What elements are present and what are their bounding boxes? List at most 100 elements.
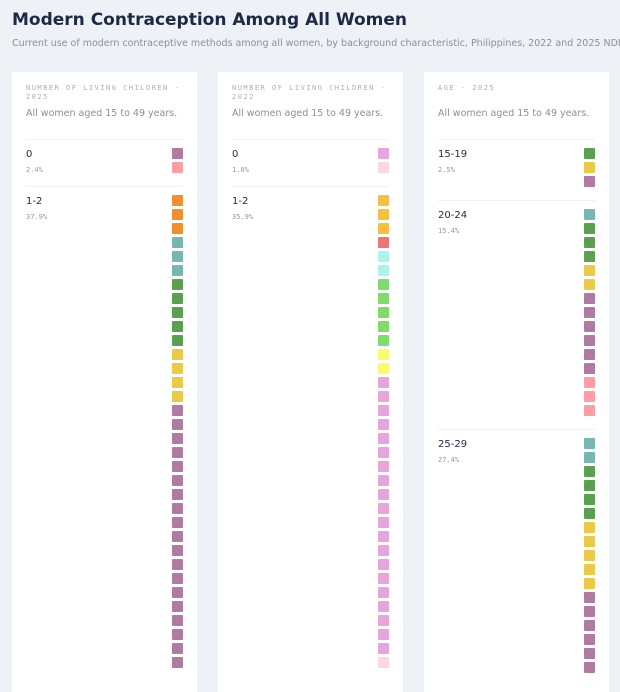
square <box>172 209 183 220</box>
card-subtitle: All women aged 15 to 49 years. <box>232 108 384 119</box>
square <box>172 307 183 318</box>
square <box>378 265 389 276</box>
square <box>172 377 183 388</box>
group-info: 25-29 27.4% <box>438 438 467 676</box>
card-subtitle: All women aged 15 to 49 years. <box>26 108 178 119</box>
square <box>172 559 183 570</box>
square <box>172 251 183 262</box>
square <box>378 447 389 458</box>
square <box>378 223 389 234</box>
square-column <box>584 148 595 190</box>
square <box>584 223 595 234</box>
square-column <box>172 195 183 671</box>
square <box>584 592 595 603</box>
square <box>172 461 183 472</box>
square <box>378 489 389 500</box>
square <box>584 251 595 262</box>
group-info: 0 1.8% <box>232 148 249 176</box>
square <box>584 662 595 673</box>
square-column <box>378 148 389 176</box>
square <box>172 573 183 584</box>
square <box>584 648 595 659</box>
square <box>172 148 183 159</box>
page-subtitle: Current use of modern contraceptive meth… <box>12 38 620 49</box>
card-heading: AGE - 2025 <box>438 84 496 92</box>
square <box>584 265 595 276</box>
page-title: Modern Contraception Among All Women <box>12 10 408 30</box>
square <box>584 466 595 477</box>
square <box>378 321 389 332</box>
square <box>378 335 389 346</box>
square <box>172 517 183 528</box>
square <box>584 522 595 533</box>
square <box>172 489 183 500</box>
square <box>378 531 389 542</box>
square <box>584 321 595 332</box>
square <box>172 391 183 402</box>
square <box>378 601 389 612</box>
square <box>584 494 595 505</box>
square <box>584 148 595 159</box>
group-info: 15-19 2.5% <box>438 148 467 190</box>
group-info: 1-2 37.9% <box>26 195 47 671</box>
square <box>378 545 389 556</box>
square <box>378 162 389 173</box>
square <box>584 349 595 360</box>
square <box>378 475 389 486</box>
square <box>172 587 183 598</box>
square <box>584 508 595 519</box>
card: AGE - 2025 All women aged 15 to 49 years.… <box>424 72 609 692</box>
square <box>378 377 389 388</box>
group-percent: 15.4% <box>438 227 460 235</box>
square <box>584 162 595 173</box>
square <box>172 265 183 276</box>
square <box>172 601 183 612</box>
square <box>378 405 389 416</box>
square <box>584 620 595 631</box>
square <box>378 148 389 159</box>
square <box>584 335 595 346</box>
square <box>584 293 595 304</box>
page: Modern Contraception Among All Women Cur… <box>12 10 620 692</box>
group-percent: 1.8% <box>232 166 249 174</box>
square <box>378 237 389 248</box>
group-label: 15-19 <box>438 149 468 160</box>
square <box>378 461 389 472</box>
square <box>584 377 595 388</box>
square-column <box>584 209 595 419</box>
group-row: 0 1.8% <box>232 139 389 186</box>
group-info: 0 2.4% <box>26 148 43 176</box>
square <box>378 433 389 444</box>
group-label: 0 <box>232 149 239 160</box>
card-subtitle: All women aged 15 to 49 years. <box>438 108 590 119</box>
square <box>378 629 389 640</box>
group-row: 20-24 15.4% <box>438 200 595 429</box>
square <box>172 657 183 668</box>
square <box>172 433 183 444</box>
group-row: 1-2 35.9% <box>232 186 389 681</box>
square <box>378 573 389 584</box>
square <box>378 279 389 290</box>
square <box>172 237 183 248</box>
square <box>584 564 595 575</box>
square <box>378 587 389 598</box>
square <box>584 363 595 374</box>
group-label: 0 <box>26 149 33 160</box>
square <box>378 391 389 402</box>
group-label: 1-2 <box>26 196 43 207</box>
square <box>584 452 595 463</box>
square <box>172 363 183 374</box>
card: NUMBER OF LIVING CHILDREN - 2025 All wome… <box>12 72 197 692</box>
group-row: 1-2 37.9% <box>26 186 183 681</box>
square <box>378 363 389 374</box>
square <box>584 391 595 402</box>
card-heading: NUMBER OF LIVING CHILDREN - 2025 <box>26 84 181 101</box>
square <box>172 629 183 640</box>
square <box>378 615 389 626</box>
square <box>584 307 595 318</box>
square <box>172 195 183 206</box>
square <box>172 405 183 416</box>
square <box>378 657 389 668</box>
square <box>172 349 183 360</box>
group-row: 15-19 2.5% <box>438 139 595 200</box>
